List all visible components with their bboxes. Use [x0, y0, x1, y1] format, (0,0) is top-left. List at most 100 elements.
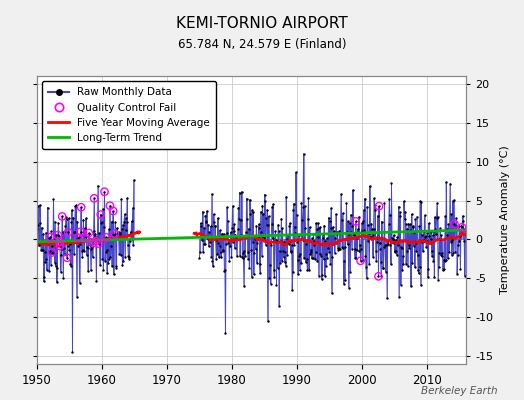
Point — [41, 258, 50, 265]
Point — [41, 248, 49, 255]
Point — [272, 237, 280, 243]
Point — [210, 211, 218, 218]
Point — [68, 207, 76, 213]
Point — [237, 188, 246, 195]
Point — [443, 232, 452, 239]
Point — [345, 220, 354, 226]
Point — [253, 260, 261, 266]
Point — [242, 229, 250, 235]
Point — [219, 246, 227, 253]
Point — [294, 271, 302, 278]
Point — [404, 221, 412, 227]
Point — [306, 250, 314, 257]
Point — [324, 245, 332, 251]
Point — [210, 219, 219, 226]
Point — [345, 231, 353, 238]
Point — [117, 196, 126, 202]
Point — [364, 222, 372, 228]
Point — [429, 232, 437, 238]
Text: KEMI-TORNIO AIRPORT: KEMI-TORNIO AIRPORT — [176, 16, 348, 31]
Point — [59, 275, 68, 281]
Point — [266, 281, 275, 287]
Point — [382, 242, 390, 248]
Point — [437, 232, 445, 238]
Point — [368, 226, 376, 232]
Point — [334, 247, 343, 253]
Point — [301, 224, 309, 231]
Point — [279, 248, 287, 254]
Point — [354, 229, 363, 235]
Point — [280, 238, 288, 245]
Point — [442, 179, 451, 185]
Point — [331, 234, 339, 241]
Point — [362, 263, 370, 270]
Point — [70, 250, 78, 257]
Point — [423, 230, 431, 236]
Point — [388, 236, 397, 242]
Point — [384, 238, 392, 244]
Point — [400, 198, 408, 204]
Point — [385, 221, 393, 228]
Point — [110, 271, 118, 278]
Point — [254, 234, 262, 240]
Point — [227, 229, 235, 236]
Point — [73, 218, 82, 225]
Point — [376, 258, 385, 265]
Point — [39, 278, 48, 284]
Point — [105, 256, 114, 263]
Point — [203, 236, 212, 242]
Point — [357, 246, 365, 252]
Point — [305, 267, 313, 273]
Point — [444, 255, 452, 261]
Point — [257, 208, 265, 215]
Point — [461, 227, 470, 233]
Point — [77, 228, 85, 235]
Point — [199, 249, 208, 256]
Point — [224, 240, 232, 246]
Point — [434, 276, 442, 283]
Point — [38, 246, 47, 253]
Point — [356, 258, 365, 264]
Point — [314, 273, 323, 279]
Point — [379, 264, 387, 271]
Point — [395, 294, 403, 300]
Point — [394, 242, 402, 248]
Point — [122, 227, 130, 234]
Point — [369, 254, 377, 260]
Point — [48, 249, 56, 256]
Point — [56, 243, 64, 249]
Point — [119, 258, 128, 264]
Point — [375, 240, 384, 246]
Point — [95, 237, 104, 244]
Point — [48, 249, 56, 256]
Point — [395, 204, 403, 210]
Point — [85, 236, 94, 242]
Point — [201, 241, 209, 248]
Point — [349, 187, 357, 193]
Point — [361, 253, 369, 260]
Point — [52, 232, 60, 238]
Point — [101, 258, 109, 264]
Point — [242, 233, 250, 239]
Point — [275, 228, 283, 235]
Point — [55, 239, 63, 245]
Point — [72, 237, 80, 244]
Point — [428, 248, 436, 254]
Point — [66, 240, 74, 247]
Point — [40, 274, 48, 280]
Point — [231, 231, 239, 238]
Point — [427, 229, 435, 235]
Point — [336, 246, 344, 252]
Point — [60, 229, 68, 236]
Point — [372, 258, 380, 264]
Point — [298, 217, 306, 224]
Point — [462, 232, 470, 238]
Point — [255, 221, 263, 227]
Point — [451, 248, 459, 255]
Point — [333, 229, 342, 235]
Point — [89, 254, 97, 260]
Point — [74, 234, 82, 241]
Point — [287, 248, 295, 254]
Point — [202, 218, 211, 225]
Point — [353, 235, 361, 241]
